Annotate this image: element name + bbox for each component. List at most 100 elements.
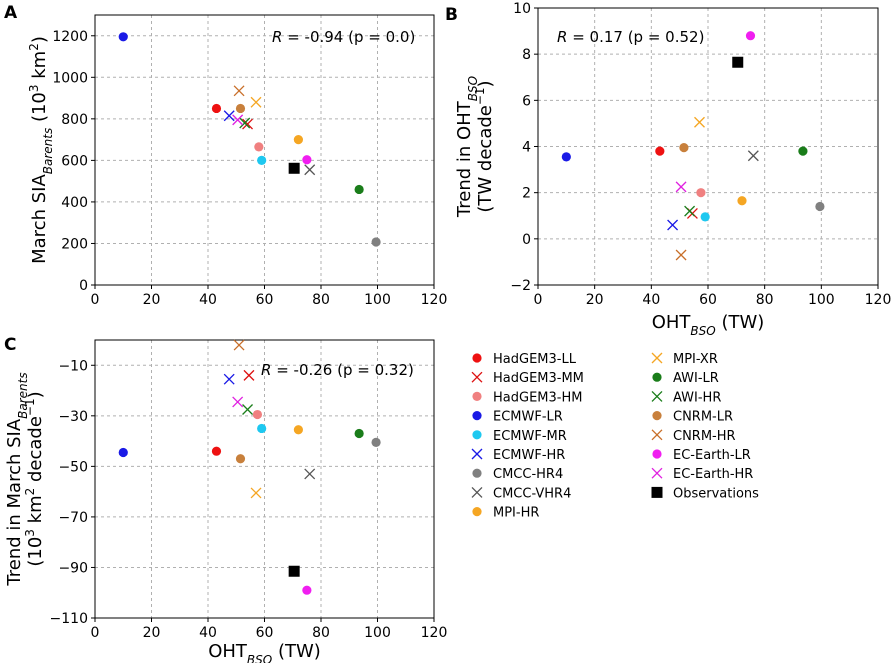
x-tick-label: 40	[199, 292, 217, 308]
panel-c: 0 20 40 60 80 100 120 −110 −90 −70 −50 −30 −10 C R = -…	[4, 335, 447, 663]
point-hadgem3-hm	[254, 142, 264, 152]
point-ec-earth-lr	[745, 31, 756, 41]
data-points	[118, 339, 381, 595]
legend-label: HadGEM3-LL	[493, 352, 577, 367]
legend-item-cmcc-hr4: CMCC-HR4	[472, 467, 563, 482]
legend-label: EC-Earth-HR	[673, 467, 753, 482]
point-ecmwf-mr	[257, 155, 267, 165]
point-awi-hr	[242, 404, 254, 415]
y-tick-label: −2	[510, 278, 531, 294]
x-axis-label: OHTBSO (TW)	[652, 312, 765, 338]
point-cnrm-hr	[233, 339, 245, 351]
point-awi-lr	[798, 146, 808, 156]
point-ecmwf-hr	[223, 373, 235, 385]
legend-item-awi-lr: AWI-LR	[652, 371, 719, 386]
legend-marker	[471, 371, 483, 383]
point-ecmwf-hr	[667, 219, 679, 231]
panel-letter: C	[4, 335, 16, 355]
y-tick-label: 0	[79, 278, 88, 294]
legend-item-cnrm-lr: CNRM-LR	[652, 410, 733, 425]
legend-item-ec-earth-hr: EC-Earth-HR	[651, 467, 753, 482]
y-axis-label: Trend in March SIABarents	[4, 372, 30, 586]
point-ec-earth-lr	[302, 585, 312, 595]
point-ecmwf-lr	[118, 447, 128, 458]
x-tick-label: 120	[865, 292, 892, 308]
point-ec-earth-hr	[232, 396, 244, 408]
data-points	[561, 31, 825, 261]
legend-item-hadgem3-mm: HadGEM3-MM	[471, 371, 584, 386]
point-cnrm-lr	[235, 454, 246, 464]
y-axis-label: Trend in OHTBSO	[454, 76, 480, 218]
data-points	[118, 32, 381, 247]
x-axis-label: OHTBSO (TW)	[208, 641, 321, 663]
y-tick-label: 1200	[52, 29, 88, 45]
legend-label: CMCC-HR4	[493, 467, 563, 482]
x-tick-label: 80	[312, 625, 330, 641]
point-cmcc-vhr4	[304, 164, 316, 176]
legend-marker	[651, 467, 663, 479]
point-mpi-hr	[293, 425, 303, 435]
legend-item-cnrm-hr: CNRM-HR	[651, 429, 736, 444]
point-cmcc-hr4	[371, 237, 381, 247]
legend-marker	[472, 411, 482, 421]
x-tick-label: 20	[586, 292, 604, 308]
point-ec-earth-hr	[232, 114, 244, 126]
y-axis-label: (103 km2 decade−1)	[23, 391, 46, 566]
legend-marker	[651, 390, 663, 402]
point-cmcc-hr4	[815, 201, 825, 212]
point-observations	[288, 565, 300, 577]
point-ecmwf-hr	[223, 110, 235, 122]
point-awi-lr	[354, 428, 364, 439]
point-mpi-xr	[250, 96, 262, 108]
y-tick-label: 200	[61, 236, 88, 252]
legend-item-hadgem3-ll: HadGEM3-LL	[472, 352, 577, 367]
y-tick-label: −70	[58, 510, 88, 526]
y-tick-label: −90	[58, 560, 88, 576]
point-ecmwf-lr	[118, 32, 128, 42]
point-observations	[732, 56, 744, 68]
point-hadgem3-mm	[243, 369, 255, 381]
legend-marker	[472, 468, 482, 478]
point-ecmwf-mr	[257, 423, 267, 434]
point-ec-earth-lr	[302, 155, 312, 165]
x-tick-label: 40	[642, 292, 660, 308]
y-tick-label: 8	[522, 47, 531, 63]
y-tick-label: 6	[522, 93, 531, 109]
legend-label: MPI-XR	[673, 352, 718, 367]
y-axis-label: March SIABarents (103 km2)	[27, 36, 55, 264]
point-hadgem3-mm	[242, 118, 254, 130]
y-tick-label: −10	[58, 358, 88, 374]
correlation-annotation: R = 0.17 (p = 0.52)	[557, 28, 704, 46]
legend-marker	[652, 449, 662, 459]
y-axis-label: (TW decade−1)	[473, 80, 496, 212]
legend-item-observations: Observations	[651, 486, 759, 501]
grid	[537, 7, 879, 286]
y-tick-label: 800	[61, 112, 88, 128]
legend-label: ECMWF-MR	[493, 429, 567, 444]
point-cnrm-hr	[233, 85, 245, 97]
x-tick-label: 40	[199, 625, 217, 641]
x-tick-label: 0	[91, 292, 100, 308]
y-tick-label: 4	[522, 140, 531, 156]
legend-marker	[471, 486, 483, 498]
point-mpi-xr	[250, 487, 262, 499]
point-awi-hr	[239, 117, 251, 129]
legend-marker	[652, 372, 662, 382]
x-tick-label: 80	[756, 292, 774, 308]
correlation-annotation: R = -0.94 (p = 0.0)	[272, 28, 415, 46]
point-awi-lr	[354, 184, 364, 195]
legend-item-mpi-hr: MPI-HR	[472, 506, 539, 521]
legend: HadGEM3-LL HadGEM3-MM HadGEM3-HM ECMWF-LR EC…	[471, 352, 759, 521]
legend-item-mpi-xr: MPI-XR	[651, 352, 718, 367]
point-mpi-hr	[737, 196, 747, 206]
legend-label: CNRM-HR	[673, 429, 736, 444]
point-cmcc-vhr4	[304, 468, 316, 480]
legend-marker	[651, 486, 663, 498]
point-cnrm-hr	[675, 249, 687, 261]
panel-letter: B	[445, 5, 458, 25]
legend-label: ECMWF-LR	[493, 410, 563, 425]
point-hadgem3-ll	[211, 103, 222, 114]
point-cnrm-lr	[235, 103, 246, 114]
x-tick-label: 80	[312, 292, 330, 308]
